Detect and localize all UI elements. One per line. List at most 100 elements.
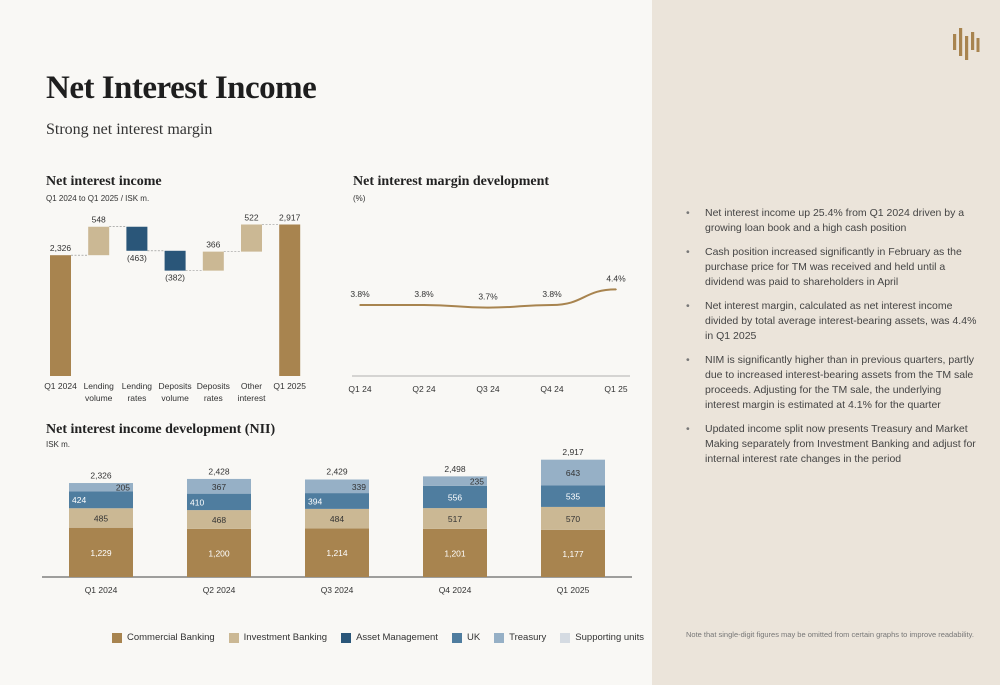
nii-category-label-2: Q3 2024 <box>321 585 354 595</box>
nii-segment-label-2-0: 1,214 <box>326 548 348 558</box>
waterfall-bar-5 <box>241 224 262 252</box>
commentary-bullets: Net interest income up 25.4% from Q1 202… <box>686 206 978 476</box>
nii-bar-2-series-1 <box>305 508 369 529</box>
nii-bar-2-series-4 <box>305 479 369 494</box>
nim-point-3 <box>551 304 553 306</box>
waterfall-bar-0 <box>50 255 71 376</box>
nim-point-2 <box>487 306 489 309</box>
legend-swatch-4 <box>494 632 505 643</box>
nim-value-label-0: 3.8% <box>350 289 370 299</box>
legend-label-3: UK <box>466 632 481 643</box>
nim-category-label-0: Q1 24 <box>348 384 371 394</box>
nii-chart-title: Net interest income development (NII) <box>46 422 276 437</box>
nim-point-4 <box>615 288 617 291</box>
nii-segment-label-3-0: 1,201 <box>444 548 466 558</box>
nii-segment-label-3-3: 556 <box>448 492 462 502</box>
nii-total-label-4: 2,917 <box>562 447 584 457</box>
nim-value-label-3: 3.8% <box>542 289 562 299</box>
footnote: Note that single-digit figures may be om… <box>686 630 974 639</box>
legend-label-2: Asset Management <box>356 632 438 643</box>
commentary-bullet-0: Net interest income up 25.4% from Q1 202… <box>686 206 978 236</box>
waterfall-category-label-2-0: Lending <box>122 381 153 391</box>
legend-item-4: Treasury <box>494 632 546 643</box>
commentary-bullet-3: NIM is significantly higher than in prev… <box>686 353 978 413</box>
legend-item-0: Commercial Banking <box>112 632 215 643</box>
nii-bar-3-series-1 <box>423 508 487 529</box>
waterfall-bar-1 <box>88 226 110 256</box>
nim-point-0 <box>359 304 361 306</box>
legend-item-5: Supporting units <box>560 632 644 643</box>
nim-chart-subtitle: (%) <box>353 194 366 203</box>
legend-label-1: Investment Banking <box>243 632 328 643</box>
bank-logo-icon <box>953 28 980 60</box>
nim-point-1 <box>423 304 425 306</box>
nii-bar-3-series-4 <box>423 476 487 486</box>
waterfall-category-label-3-1: volume <box>161 393 189 403</box>
nii-segment-label-4-3: 535 <box>566 492 580 502</box>
page-title: Net Interest Income <box>46 70 317 106</box>
legend-label-5: Supporting units <box>575 632 644 643</box>
waterfall-category-label-3-0: Deposits <box>159 381 192 391</box>
waterfall-category-label-4-1: rates <box>204 393 223 403</box>
waterfall-value-label-3: (382) <box>165 273 185 283</box>
nii-segment-label-2-4: 339 <box>352 482 366 492</box>
nii-segment-label-3-1: 517 <box>448 514 462 524</box>
legend-swatch-3 <box>451 632 462 643</box>
commentary-bullet-1: Cash position increased significantly in… <box>686 245 978 290</box>
nii-category-label-4: Q1 2025 <box>557 585 590 595</box>
nii-segment-label-1-0: 1,200 <box>208 548 230 558</box>
waterfall-value-label-6: 2,917 <box>279 213 301 223</box>
nii-bar-4-series-1 <box>541 506 605 530</box>
nii-segment-label-4-0: 1,177 <box>562 549 584 559</box>
nim-chart-title: Net interest margin development <box>353 174 550 189</box>
nii-bar-0-series-3 <box>69 491 133 509</box>
waterfall-chart-title: Net interest income <box>46 174 162 189</box>
legend-swatch-5 <box>560 632 571 643</box>
nii-segment-label-3-4: 235 <box>470 477 484 487</box>
waterfall-value-label-2: (463) <box>127 253 147 263</box>
legend-swatch-1 <box>228 632 239 643</box>
nii-segment-label-0-1: 485 <box>94 513 108 523</box>
nii-segment-label-4-1: 570 <box>566 514 580 524</box>
nii-bar-3-series-3 <box>423 485 487 509</box>
nii-total-label-2: 2,429 <box>326 467 348 477</box>
nii-segment-label-4-4: 643 <box>566 468 580 478</box>
nii-bar-1-series-3 <box>187 493 251 511</box>
nii-segment-label-2-1: 484 <box>330 514 344 524</box>
waterfall-value-label-4: 366 <box>206 240 220 250</box>
nii-bar-1-series-1 <box>187 510 251 529</box>
nii-bar-2-series-0 <box>305 528 369 577</box>
nii-segment-label-1-4: 367 <box>212 482 226 492</box>
waterfall-category-label-1-0: Lending <box>84 381 115 391</box>
nii-category-label-0: Q1 2024 <box>85 585 118 595</box>
nii-segment-label-1-1: 468 <box>212 515 226 525</box>
nim-category-label-4: Q1 25 <box>604 384 627 394</box>
nii-chart-subtitle: ISK m. <box>46 440 71 449</box>
waterfall-category-label-4-0: Deposits <box>197 381 230 391</box>
waterfall-bar-2 <box>126 226 148 251</box>
nii-segment-label-1-3: 410 <box>190 497 204 507</box>
nim-value-label-1: 3.8% <box>414 289 434 299</box>
legend-item-1: Investment Banking <box>228 632 328 643</box>
legend-swatch-0 <box>112 632 122 643</box>
nii-bar-1-series-0 <box>187 528 251 577</box>
nii-total-label-1: 2,428 <box>208 467 230 477</box>
nim-value-label-4: 4.4% <box>606 273 626 283</box>
waterfall-value-label-0: 2,326 <box>50 243 72 253</box>
legend-label-0: Commercial Banking <box>127 632 215 643</box>
nii-chart-legend: Commercial Banking Investment Banking Asse… <box>112 632 644 643</box>
nii-total-label-3: 2,498 <box>444 464 466 474</box>
nii-bar-4-series-0 <box>541 529 605 577</box>
nim-category-label-3: Q4 24 <box>540 384 563 394</box>
nii-bar-4-series-3 <box>541 485 605 507</box>
waterfall-bar-3 <box>164 250 186 271</box>
legend-item-2: Asset Management <box>341 632 438 643</box>
waterfall-chart-subtitle: Q1 2024 to Q1 2025 / ISK m. <box>46 194 150 203</box>
nii-bar-4-series-4 <box>541 459 605 486</box>
nii-category-label-1: Q2 2024 <box>203 585 236 595</box>
charts-canvas: 2,326 Q1 2024 548 Lending volume (463) Lending… <box>42 213 632 595</box>
nii-bar-1-series-4 <box>187 478 251 494</box>
waterfall-category-label-6-0: Q1 2025 <box>273 381 306 391</box>
waterfall-bar-6 <box>279 224 301 376</box>
nim-value-label-2: 3.7% <box>478 292 498 302</box>
